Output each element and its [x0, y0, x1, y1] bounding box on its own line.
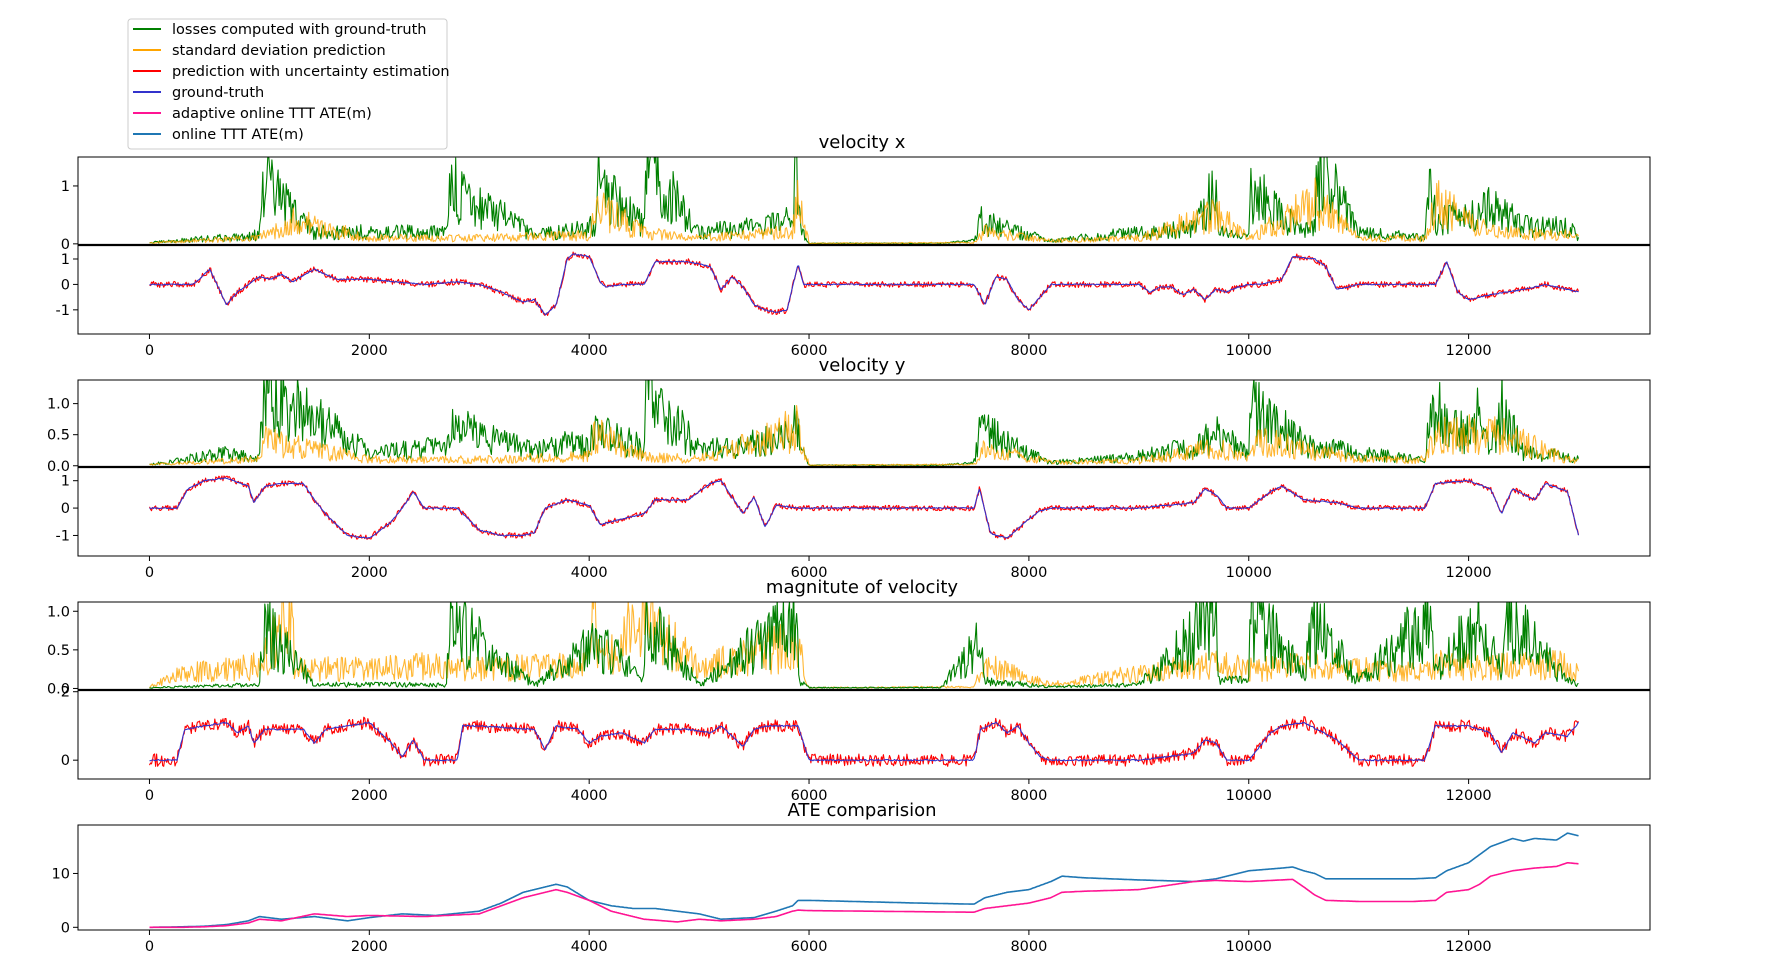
chart-2-lower-xtick-label-4: 8000: [1010, 788, 1047, 804]
chart-3-panel-line-adaptive-online-ttt-ate-m-: [149, 862, 1579, 929]
chart-1-upper-line-standard-deviation-prediction: [149, 405, 1579, 467]
legend-frame: [127, 18, 448, 150]
chart-3-panel-xtick-label-0: 0: [145, 939, 154, 955]
legend: losses computed with ground-truth standa…: [127, 18, 450, 150]
chart-3-panel-series-group: [149, 832, 1579, 929]
chart-2-lower-series-group: [149, 716, 1579, 767]
chart-1-lower-xtick-label-1: 2000: [351, 565, 388, 581]
chart-2-lower-ytick-label-1: 0: [61, 753, 70, 769]
chart-1-upper-ytick-label-0: 0.0: [47, 459, 70, 475]
chart-title-velocity-y: velocity y: [819, 355, 906, 376]
chart-3: 0 10 0 2000 4000 6000 8000 10000 12000: [52, 824, 1651, 955]
legend-label-4: adaptive online TTT ATE(m): [172, 106, 372, 122]
chart-1-lower-ytick-label-0: 1: [61, 474, 70, 490]
chart-0-upper-ytick-label-0: 0: [61, 237, 70, 253]
chart-title-velocity-x: velocity x: [819, 132, 906, 153]
chart-0-lower-xtick-label-2: 4000: [571, 343, 608, 359]
chart-1-lower-xtick-label-4: 8000: [1010, 565, 1047, 581]
chart-1-lower-xtick-label-2: 4000: [571, 565, 608, 581]
chart-1-lower-ytick-label-2: -1: [56, 528, 70, 544]
chart-0-upper-series-group: [149, 157, 1580, 245]
chart-1-lower-line-ground-truth: [149, 477, 1580, 539]
legend-entry-2: prediction with uncertainty estimation: [133, 64, 450, 80]
chart-2-lower-line-ground-truth: [149, 721, 1579, 762]
chart-2-lower-xtick-label-2: 4000: [571, 788, 608, 804]
chart-0-lower-xtick-label-1: 2000: [351, 343, 388, 359]
chart-2-lower-xtick-label-6: 12000: [1446, 788, 1492, 804]
legend-entry-1: standard deviation prediction: [133, 43, 386, 59]
chart-1-lower-xtick-label-3: 6000: [791, 565, 828, 581]
chart-1-upper-series-group: [149, 380, 1580, 467]
chart-title-magnitude: magnitute of velocity: [766, 577, 958, 598]
chart-3-panel-xtick-label-1: 2000: [351, 939, 388, 955]
legend-entry-3: ground-truth: [133, 85, 264, 101]
chart-0-lower-xtick-label-5: 10000: [1226, 343, 1272, 359]
chart-2-lower-ytick-label-0: 2: [61, 685, 70, 701]
chart-0-lower-ytick-label-2: -1: [56, 303, 70, 319]
chart-0-lower-ytick-label-1: 0: [61, 277, 70, 293]
chart-3-frame: [77, 824, 1651, 931]
chart-1-lower-xtick-label-0: 0: [145, 565, 154, 581]
chart-3-panel-ytick-label-0: 0: [61, 920, 70, 936]
chart-3-panel-ytick-label-1: 10: [52, 866, 70, 882]
chart-0-lower-xtick-label-3: 6000: [791, 343, 828, 359]
chart-title-ate: ATE comparision: [787, 800, 936, 821]
chart-0-lower-xtick-label-6: 12000: [1446, 343, 1492, 359]
chart-2-lower-xtick-label-1: 2000: [351, 788, 388, 804]
chart-2-lower-xtick-label-0: 0: [145, 788, 154, 804]
chart-3-panel-xtick-label-4: 8000: [1010, 939, 1047, 955]
chart-3-panel-xtick-label-3: 6000: [791, 939, 828, 955]
legend-label-5: online TTT ATE(m): [172, 127, 304, 143]
chart-0-lower-xtick-label-4: 8000: [1010, 343, 1047, 359]
chart-3-panel-xtick-label-6: 12000: [1446, 939, 1492, 955]
chart-3-panel-line-online-ttt-ate-m-: [149, 832, 1579, 929]
chart-0-lower-xtick-label-0: 0: [145, 343, 154, 359]
chart-2-upper-line-losses-computed-with-ground-truth: [149, 602, 1579, 689]
chart-1-lower-xtick-label-6: 12000: [1446, 565, 1492, 581]
legend-label-1: standard deviation prediction: [172, 43, 386, 59]
chart-1-upper-ytick-label-2: 1.0: [47, 397, 70, 413]
chart-3-panel-xtick-label-2: 4000: [571, 939, 608, 955]
chart-2-upper-ytick-label-0: 0.0: [47, 681, 70, 697]
chart-2-lower-xtick-label-5: 10000: [1226, 788, 1272, 804]
legend-entry-5: online TTT ATE(m): [133, 127, 304, 143]
chart-0-lower-ytick-label-0: 1: [61, 252, 70, 268]
chart-2-upper-series-group: [149, 602, 1580, 689]
chart-2-lower-xtick-label-3: 6000: [791, 788, 828, 804]
chart-1-lower-ytick-label-1: 0: [61, 501, 70, 517]
legend-entry-4: adaptive online TTT ATE(m): [133, 106, 372, 122]
legend-entry-0: losses computed with ground-truth: [133, 22, 427, 38]
chart-0-upper-line-standard-deviation-prediction: [149, 177, 1579, 245]
chart-1-lower-series-group: [148, 475, 1580, 541]
legend-label-3: ground-truth: [172, 85, 264, 101]
chart-0-upper-ytick-label-1: 1: [61, 179, 70, 195]
chart-2-upper-ytick-label-2: 1.0: [47, 604, 70, 620]
chart-1: 0.0 0.5 1.0 1 0 -1 0 2000 4000 6000 8000 10000 12000: [47, 379, 1651, 581]
legend-label-0: losses computed with ground-truth: [172, 22, 427, 38]
chart-2: 0.0 0.5 1.0 2 0 0 2000 4000 6000 8000 10000 12000: [47, 601, 1651, 804]
chart-2-upper-ytick-label-1: 0.5: [47, 643, 70, 659]
chart-0-lower-series-group: [149, 251, 1580, 316]
legend-label-2: prediction with uncertainty estimation: [172, 64, 450, 80]
chart-0-lower-line-ground-truth: [149, 253, 1579, 316]
chart-1-upper-ytick-label-1: 0.5: [47, 428, 70, 444]
chart-3-panel-xtick-label-5: 10000: [1226, 939, 1272, 955]
chart-1-lower-xtick-label-5: 10000: [1226, 565, 1272, 581]
